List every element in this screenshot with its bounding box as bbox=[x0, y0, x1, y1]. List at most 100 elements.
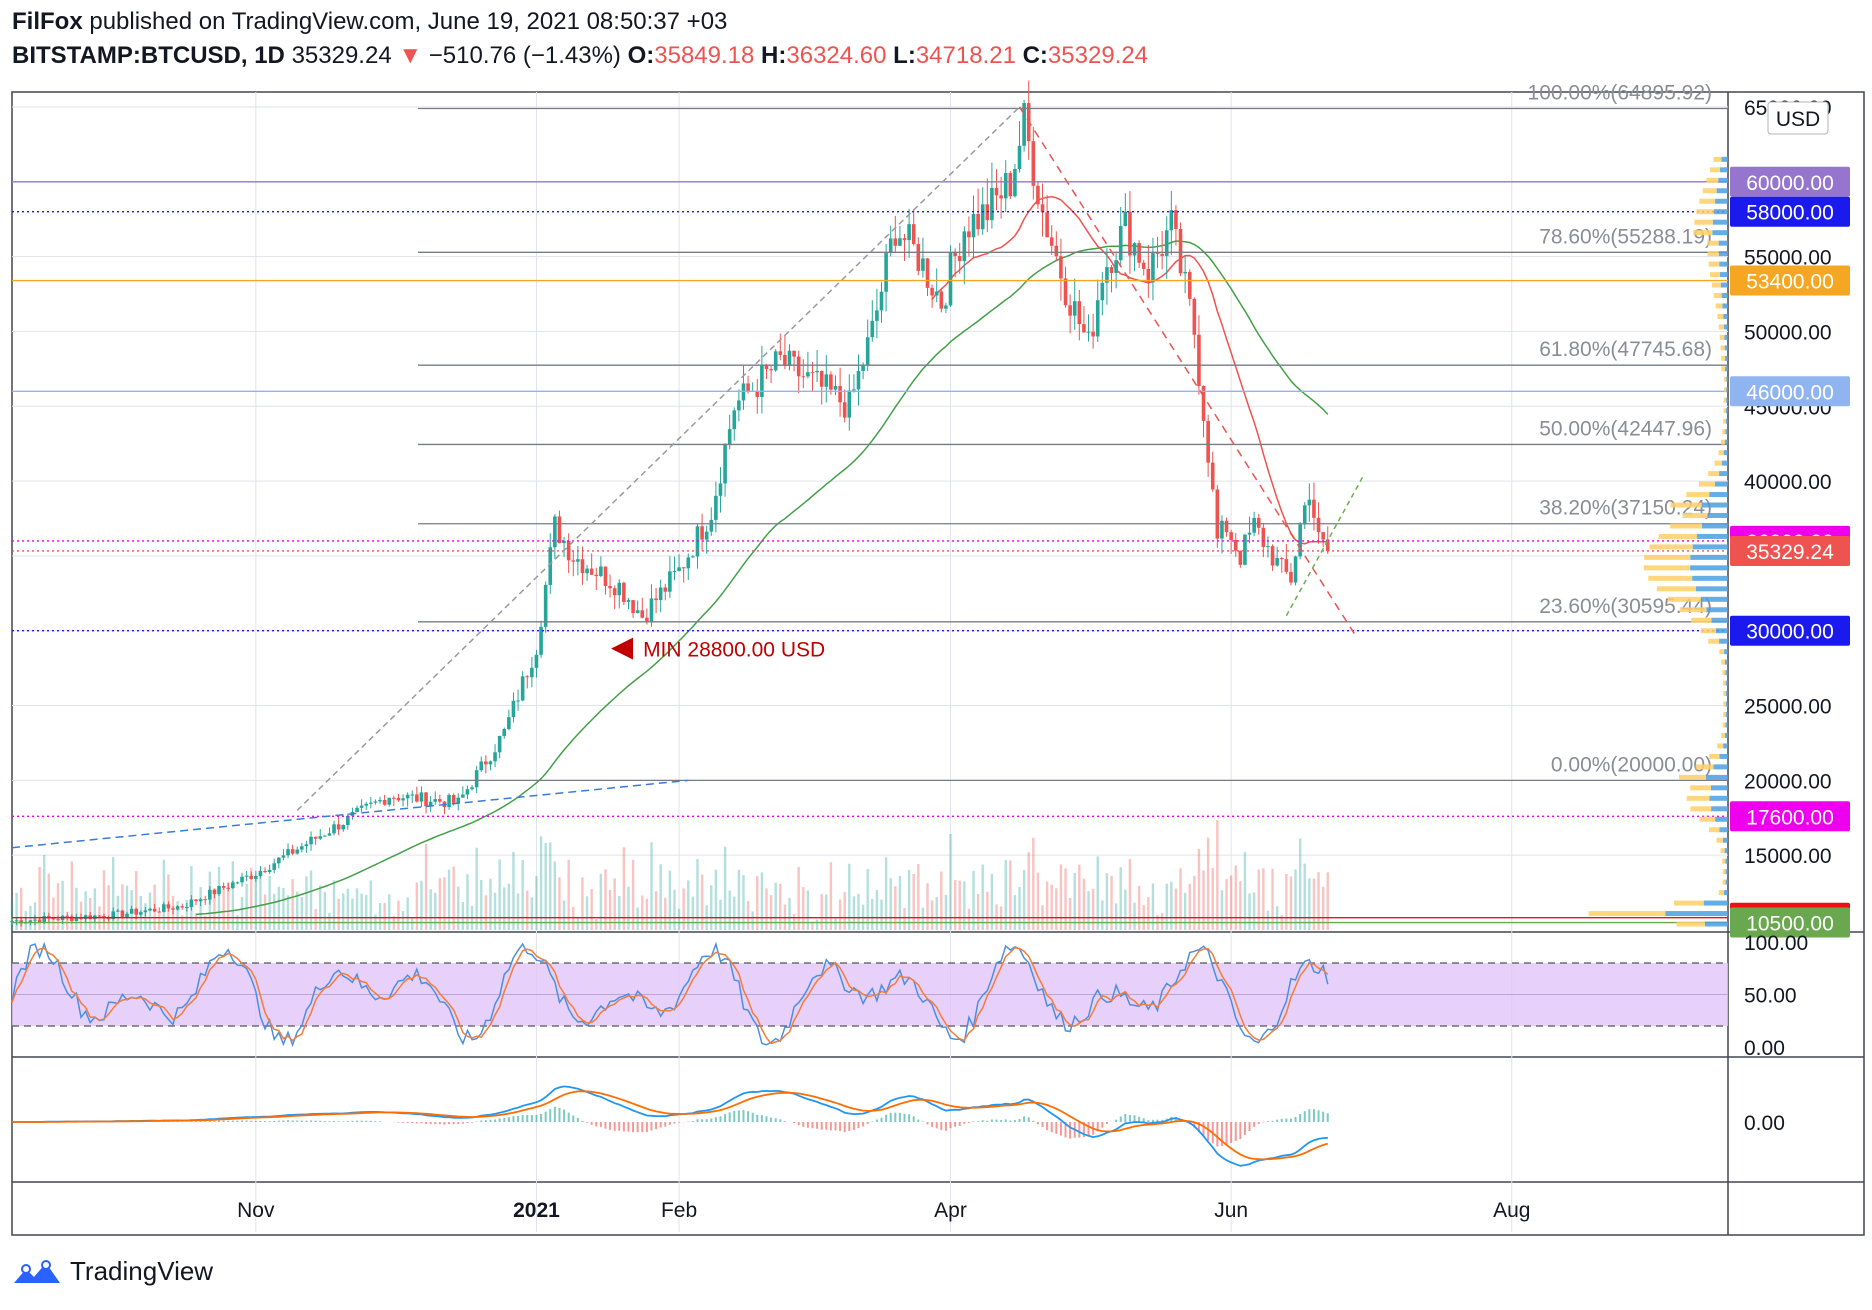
chart-canvas[interactable]: 100.00%(64895.92) 78.60%(55288.19) 61.80%(… bbox=[0, 0, 1872, 1250]
fib-level-label: 61.80%(47745.68) bbox=[1539, 338, 1712, 361]
candle-body bbox=[10, 921, 14, 923]
volume-bar bbox=[866, 869, 869, 930]
volume-profile-bar-down bbox=[1720, 848, 1725, 854]
volume-bar bbox=[1326, 872, 1329, 930]
volume-bar bbox=[976, 893, 980, 930]
volume-profile-bar-up bbox=[1725, 869, 1728, 875]
volume-profile-bar-down bbox=[1708, 261, 1720, 267]
volume-bar bbox=[760, 872, 764, 930]
macd-hist-bar bbox=[521, 1115, 524, 1122]
candle-body bbox=[263, 870, 267, 873]
candle-body bbox=[1284, 559, 1289, 572]
macd-hist-bar bbox=[1119, 1116, 1122, 1122]
volume-bar bbox=[664, 897, 667, 930]
volume-profile-bar-up bbox=[1712, 230, 1728, 236]
candle-body bbox=[1252, 517, 1256, 533]
candle-body bbox=[723, 444, 727, 484]
volume-bar bbox=[1229, 875, 1233, 930]
volume-bar bbox=[1027, 852, 1030, 930]
volume-bar bbox=[889, 878, 892, 930]
symbol-name[interactable]: BITSTAMP:BTCUSD, 1D bbox=[12, 42, 285, 69]
volume-bar bbox=[369, 880, 373, 930]
candle-body bbox=[976, 213, 980, 230]
macd-hist-bar bbox=[213, 1120, 216, 1122]
candle-body bbox=[1105, 267, 1109, 283]
candle-body bbox=[810, 372, 815, 374]
macd-hist-bar bbox=[977, 1121, 980, 1122]
candle-body bbox=[1183, 271, 1187, 274]
volume-bar bbox=[227, 882, 230, 930]
volume-profile-bar-down bbox=[1723, 418, 1726, 424]
macd-hist-bar bbox=[1308, 1109, 1311, 1122]
volume-bar bbox=[43, 855, 46, 930]
candle-body bbox=[681, 567, 686, 569]
volume-bar bbox=[1101, 900, 1104, 930]
volume-bar bbox=[1032, 837, 1035, 930]
volume-bar bbox=[107, 885, 110, 930]
candle-body bbox=[424, 792, 428, 807]
volume-bar bbox=[263, 894, 267, 930]
candle-body bbox=[267, 869, 272, 873]
macd-hist-bar bbox=[484, 1120, 487, 1122]
candle-body bbox=[1197, 334, 1201, 386]
macd-hist-bar bbox=[558, 1107, 561, 1122]
volume-bar bbox=[756, 876, 759, 930]
volume-bar bbox=[751, 911, 754, 930]
volume-profile-bar-down bbox=[1723, 408, 1727, 414]
macd-hist-bar bbox=[783, 1121, 786, 1122]
candle-body bbox=[925, 258, 930, 288]
candle-body bbox=[1146, 268, 1151, 283]
candle-body bbox=[231, 882, 235, 889]
candle-body bbox=[474, 770, 479, 788]
price-tag-bg bbox=[1730, 166, 1850, 197]
candle-body bbox=[1059, 256, 1063, 279]
candle-body bbox=[760, 365, 764, 398]
candle-body bbox=[599, 566, 603, 577]
volume-profile-bar-up bbox=[1725, 680, 1728, 686]
volume-bar bbox=[15, 892, 18, 930]
volume-bar bbox=[323, 891, 327, 930]
candle-body bbox=[1054, 245, 1059, 257]
volume-bar bbox=[305, 876, 308, 930]
macd-hist-bar bbox=[622, 1122, 625, 1132]
macd-hist-bar bbox=[1317, 1110, 1320, 1122]
volume-bar bbox=[912, 873, 915, 930]
candle-body bbox=[180, 906, 185, 908]
volume-profile-bar-down bbox=[1698, 481, 1715, 487]
volume-profile-bar-down bbox=[1686, 795, 1710, 801]
macd-hist-bar bbox=[236, 1120, 239, 1122]
volume-bar bbox=[562, 900, 566, 930]
volume-bar bbox=[553, 861, 557, 930]
candle-body bbox=[1141, 262, 1146, 269]
volume-bar bbox=[38, 866, 41, 930]
volume-bar bbox=[351, 898, 354, 930]
candle-body bbox=[530, 667, 534, 678]
tradingview-brand[interactable]: TradingView bbox=[70, 1256, 214, 1286]
candle-body bbox=[70, 916, 74, 921]
volume-bar bbox=[20, 887, 23, 930]
author[interactable]: FilFox bbox=[12, 8, 83, 35]
candle-body bbox=[1086, 331, 1091, 333]
candle-body bbox=[502, 729, 507, 736]
volume-bar bbox=[461, 902, 465, 930]
candle-body bbox=[511, 700, 516, 718]
volume-bar bbox=[544, 843, 547, 930]
candle-body bbox=[1063, 278, 1068, 306]
volume-profile-bar-down bbox=[1722, 722, 1726, 728]
volume-bar bbox=[967, 908, 971, 930]
candle-body bbox=[152, 908, 157, 912]
macd-hist-bar bbox=[806, 1122, 809, 1128]
macd-hist-bar bbox=[507, 1117, 510, 1122]
macd-hist-bar bbox=[553, 1106, 556, 1122]
candle-body bbox=[1045, 212, 1049, 238]
volume-profile-bar-up bbox=[1725, 418, 1728, 424]
macd-hist-bar bbox=[1197, 1122, 1200, 1133]
price-axis-tick: 50000.00 bbox=[1744, 321, 1832, 344]
fib-level-label: 38.20%(37150.24) bbox=[1539, 497, 1712, 520]
fib-level-label: 50.00%(42447.96) bbox=[1539, 417, 1712, 440]
tradingview-logo-icon[interactable] bbox=[12, 1257, 62, 1287]
volume-bar bbox=[489, 878, 492, 930]
volume-bar bbox=[291, 879, 294, 930]
volume-profile-bar-up bbox=[1695, 586, 1728, 592]
volume-profile-bar-down bbox=[1723, 397, 1727, 403]
